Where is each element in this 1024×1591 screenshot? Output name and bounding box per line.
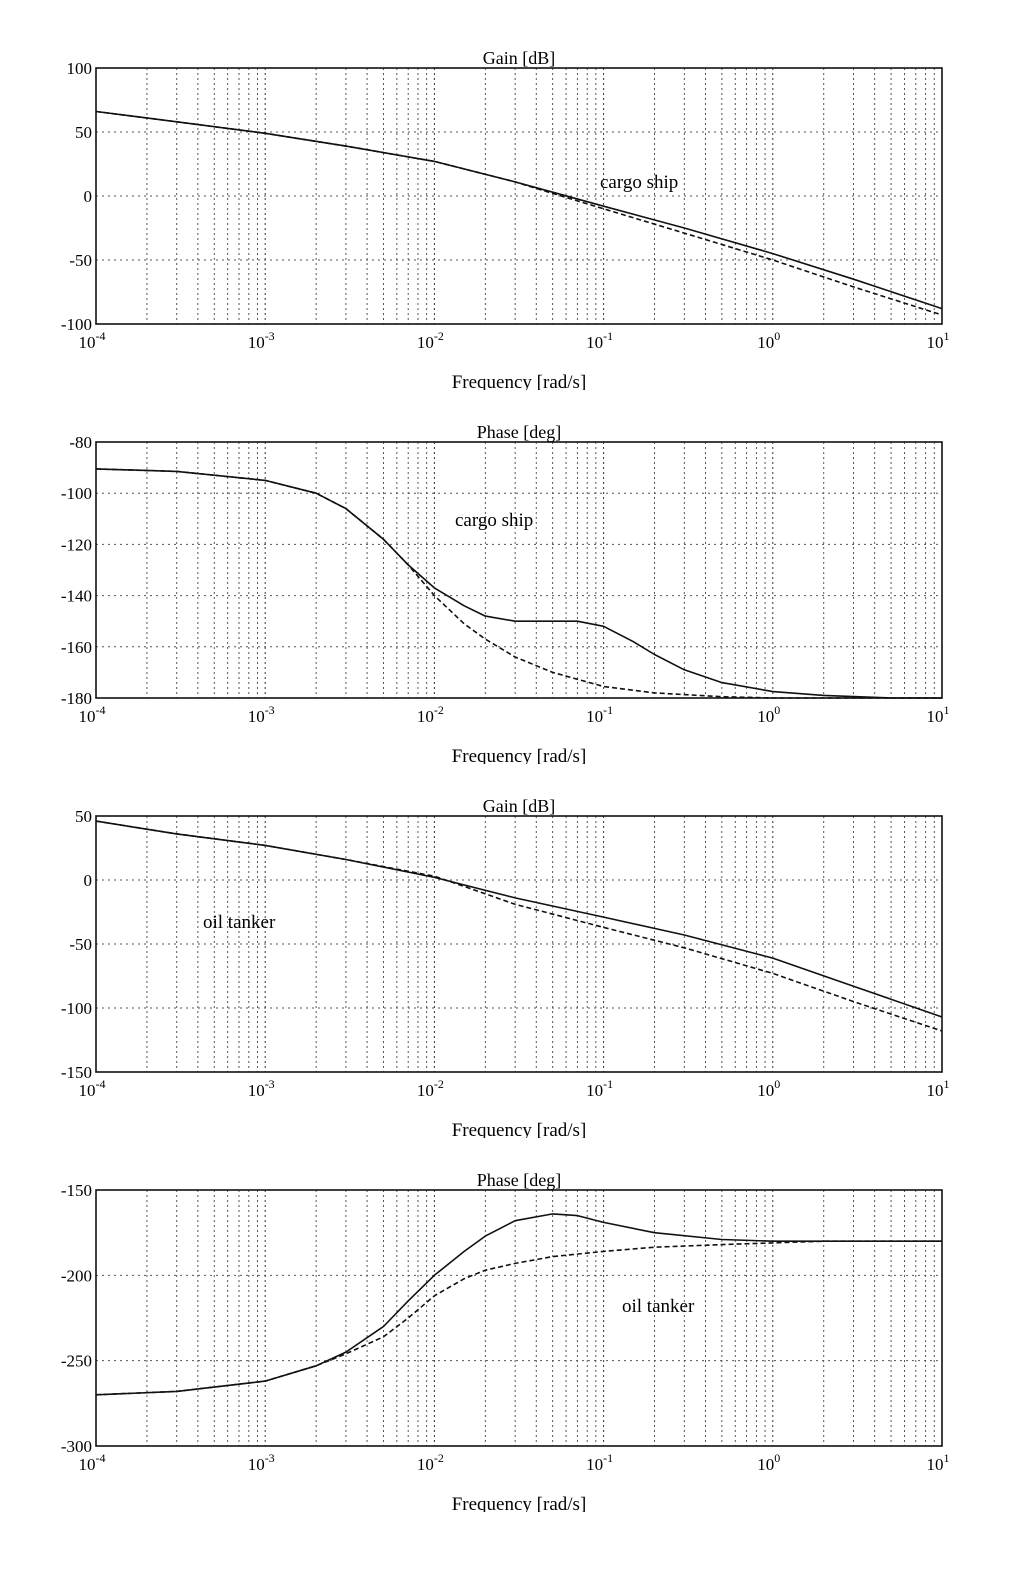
y-tick-label: -100: [61, 999, 92, 1018]
x-tick-label: 10-1: [586, 1451, 613, 1474]
series-line-dashed: [95, 1240, 942, 1396]
series-line-dashed: [95, 820, 943, 1032]
series-line-dashed: [95, 468, 942, 699]
y-tick-label: 0: [84, 187, 93, 206]
x-tick-label: 10-2: [417, 703, 444, 726]
y-tick-label: -250: [61, 1352, 92, 1371]
chart-panel-2: -80 -100 -120 -140 -160 -180 10-4 10-3 10-2 10-1 1…: [0, 374, 1024, 764]
x-tick-label: 100: [757, 703, 780, 726]
x-tick-label: 100: [757, 1451, 780, 1474]
y-tick-label: 50: [75, 123, 92, 142]
x-tick-label: 10-1: [586, 1077, 613, 1100]
x-tick-label: 10-3: [248, 1077, 275, 1100]
x-axis-label: Frequency [rad/s]: [452, 1494, 587, 1512]
series-line-solid: [95, 468, 942, 699]
y-tick-label: -150: [61, 1063, 92, 1082]
chart-title: Gain [dB]: [483, 48, 555, 68]
plot-frame: [95, 67, 943, 325]
x-tick-label: 10-1: [586, 703, 613, 726]
x-tick-label: 10-4: [79, 329, 106, 352]
x-tick-label: 10-4: [79, 1451, 106, 1474]
annotation-label: oil tanker: [622, 1296, 695, 1317]
x-tick-label: 101: [927, 329, 950, 352]
x-tick-label: 10-3: [248, 703, 275, 726]
plot-frame: [95, 1189, 943, 1447]
x-tick-label: 100: [757, 1077, 780, 1100]
y-tick-label: -200: [61, 1266, 92, 1285]
y-tick-label: -140: [61, 587, 92, 606]
x-axis-label: Frequency [rad/s]: [452, 372, 587, 390]
series-line-solid: [95, 820, 943, 1018]
x-tick-label: 101: [927, 703, 950, 726]
annotation-label: cargo ship: [600, 172, 678, 193]
y-tick-label: -150: [61, 1181, 92, 1200]
annotation-label: cargo ship: [455, 510, 533, 531]
x-tick-label: 10-2: [417, 1077, 444, 1100]
y-tick-label: -300: [61, 1437, 92, 1456]
x-tick-label: 10-3: [248, 1451, 275, 1474]
grid: [95, 1189, 943, 1447]
chart-title: Gain [dB]: [483, 796, 555, 816]
y-tick-label: -50: [69, 935, 92, 954]
plot-frame: [95, 441, 943, 699]
x-tick-label: 10-4: [79, 703, 106, 726]
x-tick-label: 10-2: [417, 329, 444, 352]
x-tick-label: 10-4: [79, 1077, 106, 1100]
x-axis-label: Frequency [rad/s]: [452, 746, 587, 764]
y-tick-label: -160: [61, 638, 92, 657]
grid: [95, 815, 943, 1073]
x-tick-label: 101: [927, 1451, 950, 1474]
y-tick-label: -50: [69, 251, 92, 270]
y-tick-label: -100: [61, 484, 92, 503]
series-line-dashed: [95, 110, 943, 316]
x-tick-label: 10-3: [248, 329, 275, 352]
series-line-solid: [95, 1213, 942, 1396]
x-tick-label: 10-1: [586, 329, 613, 352]
plot-frame: [95, 815, 943, 1073]
grid: [95, 441, 943, 699]
series-line-solid: [95, 110, 943, 310]
x-tick-label: 101: [927, 1077, 950, 1100]
grid: [95, 67, 943, 325]
y-tick-label: -100: [61, 315, 92, 334]
x-axis-label: Frequency [rad/s]: [452, 1120, 587, 1138]
y-tick-label: 100: [67, 59, 93, 78]
y-tick-label: 0: [84, 871, 93, 890]
chart-title: Phase [deg]: [477, 422, 561, 442]
y-tick-label: -80: [69, 433, 92, 452]
y-tick-label: 50: [75, 807, 92, 826]
x-tick-label: 10-2: [417, 1451, 444, 1474]
y-tick-label: -120: [61, 535, 92, 554]
chart-panel-1: 100 50 0 -50 -100 10-4 10-3 10-2 10-1 100 101 Gain …: [0, 0, 1024, 390]
chart-title: Phase [deg]: [477, 1170, 561, 1190]
chart-panel-3: 50 0 -50 -100 -150 10-4 10-3 10-2 10-1 100 101 Gain…: [0, 748, 1024, 1138]
chart-panel-4: -150 -200 -250 -300 10-4 10-3 10-2 10-1 100 101 Ph…: [0, 1122, 1024, 1512]
annotation-label: oil tanker: [203, 912, 276, 933]
x-tick-label: 100: [757, 329, 780, 352]
y-tick-label: -180: [61, 689, 92, 708]
